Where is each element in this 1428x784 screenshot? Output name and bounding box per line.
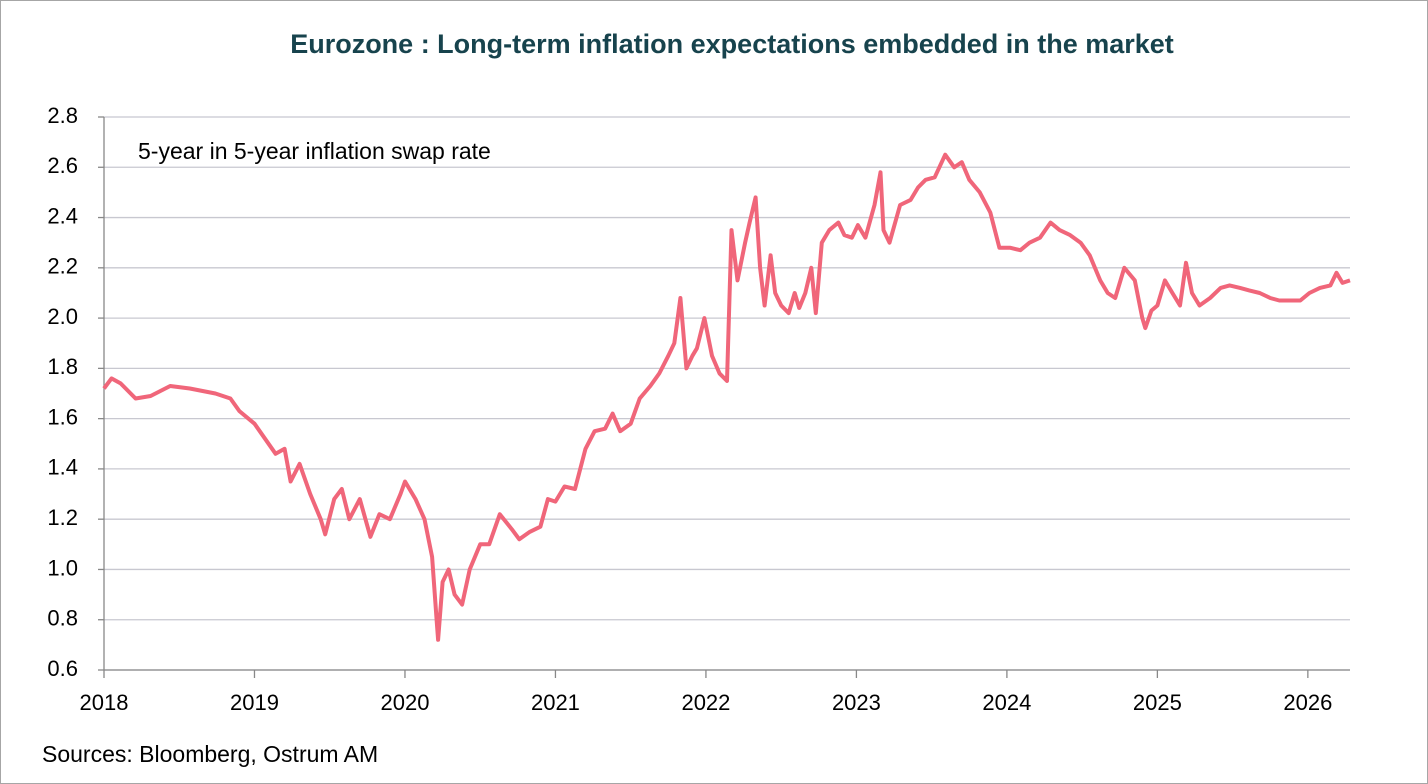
y-tick-label: 1.4 (47, 455, 78, 480)
x-tick-label: 2021 (531, 690, 580, 715)
y-tick-label: 1.2 (47, 505, 78, 530)
x-tick-label: 2026 (1283, 690, 1332, 715)
x-tick-label: 2025 (1133, 690, 1182, 715)
y-tick-label: 2.6 (47, 153, 78, 178)
y-tick-label: 0.6 (47, 656, 78, 681)
y-tick-label: 0.8 (47, 606, 78, 631)
y-tick-label: 1.0 (47, 555, 78, 580)
x-tick-label: 2024 (982, 690, 1031, 715)
x-tick-label: 2018 (80, 690, 129, 715)
x-tick-label: 2019 (230, 690, 279, 715)
y-tick-label: 2.0 (47, 304, 78, 329)
y-tick-label: 2.8 (47, 103, 78, 128)
y-tick-label: 1.8 (47, 354, 78, 379)
x-tick-label: 2023 (832, 690, 881, 715)
y-tick-label: 2.2 (47, 254, 78, 279)
annotation: 5-year in 5-year inflation swap rate (138, 138, 491, 164)
y-tick-label: 2.4 (47, 203, 78, 228)
source: Sources: Bloomberg, Ostrum AM (42, 741, 378, 767)
y-tick-label: 1.6 (47, 404, 78, 429)
x-tick-label: 2022 (681, 690, 730, 715)
x-tick-label: 2020 (380, 690, 429, 715)
chart-title: Eurozone : Long-term inflation expectati… (290, 29, 1174, 59)
line-series (102, 152, 1351, 642)
